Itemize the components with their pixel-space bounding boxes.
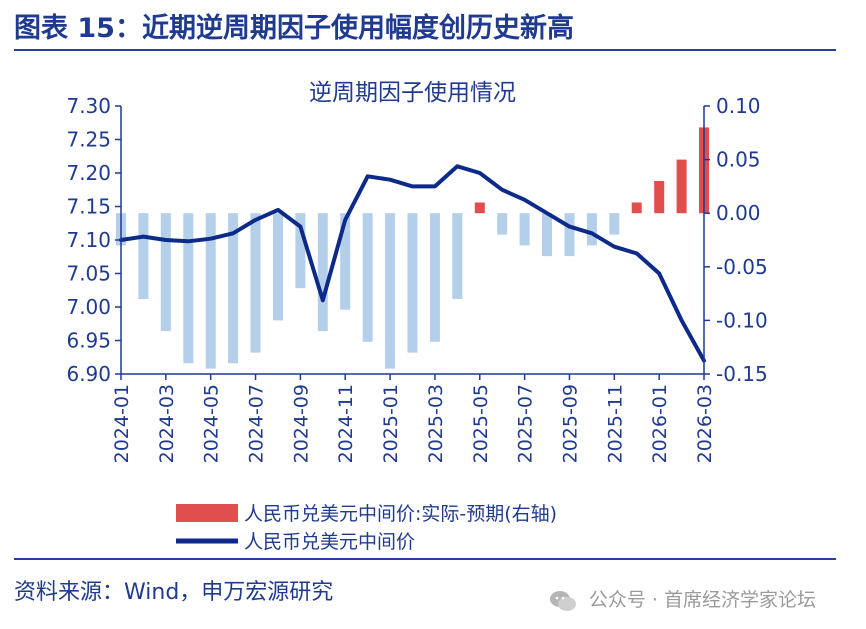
- tick-label-x: 2025-09: [559, 384, 581, 463]
- tick-label-x: 2025-05: [470, 384, 492, 463]
- bar-2025-07: [519, 213, 530, 246]
- tick-label-x: 2025-07: [515, 384, 537, 463]
- tick-label-left: 7.30: [66, 94, 111, 118]
- legend-label-line: 人民币兑美元中间价: [244, 531, 415, 553]
- tick-label-x: 2025-01: [380, 384, 402, 463]
- watermark: 公众号 · 首席经济学家论坛: [549, 585, 816, 612]
- bar-2024-10: [317, 213, 328, 332]
- bar-2025-01: [385, 213, 396, 369]
- bar-2025-05: [474, 202, 485, 214]
- bar-2024-07: [250, 213, 261, 353]
- tick-label-right: -0.15: [716, 362, 768, 386]
- tick-label-x: 2024-09: [290, 384, 312, 463]
- bar-2025-09: [564, 213, 575, 257]
- tick-label-left: 7.00: [66, 295, 111, 319]
- tick-label-x: 2025-03: [425, 384, 447, 463]
- chart: 逆周期因子使用情况 7.30 7.25 7.20 7.15 7.10 7.05 7.00 6.9…: [66, 80, 768, 553]
- tick-label-left: 7.25: [66, 128, 111, 152]
- source-note: 资料来源：Wind，申万宏源研究: [14, 580, 334, 605]
- bar-2025-08: [542, 213, 552, 257]
- bar-2025-10: [586, 213, 597, 246]
- tick-label-x: 2024-03: [156, 384, 178, 463]
- bar-2024-04: [183, 213, 194, 364]
- tick-label-right: 0.10: [716, 94, 761, 118]
- bar-2025-02: [407, 213, 418, 353]
- bar-2024-03: [160, 213, 171, 332]
- bar-2025-12: [631, 202, 642, 214]
- tick-label-right: 0.00: [716, 201, 761, 225]
- tick-label-left: 6.95: [66, 329, 111, 353]
- bar-2024-08: [273, 213, 283, 321]
- tick-label-x: 2026-01: [649, 384, 671, 463]
- bar-2025-03: [429, 213, 440, 342]
- tick-label-left: 7.15: [66, 195, 111, 219]
- footer-rule: [14, 558, 836, 560]
- bar-2026-02: [676, 159, 687, 214]
- tick-label-right: 0.05: [716, 148, 761, 172]
- bar-2026-01: [654, 181, 665, 214]
- tick-label-x: 2025-11: [604, 384, 626, 463]
- tick-label-left: 7.10: [66, 228, 111, 252]
- tick-label-right: -0.10: [716, 308, 768, 332]
- tick-label-x: 2024-11: [335, 384, 357, 463]
- tick-label-x: 2024-01: [111, 384, 133, 463]
- tick-label-x: 2024-05: [201, 384, 223, 463]
- bar-2025-11: [609, 213, 620, 235]
- title-underline: [14, 49, 836, 51]
- figure-title: 图表 15：近期逆周期因子使用幅度创历史新高: [14, 13, 574, 44]
- tick-label-x: 2024-07: [246, 384, 268, 463]
- bar-2024-12: [362, 213, 373, 342]
- bar-2025-06: [497, 213, 508, 235]
- legend-swatch-bar: [176, 504, 238, 522]
- tick-label-left: 6.90: [66, 362, 111, 386]
- wechat-icon: [549, 590, 576, 611]
- bar-2024-02: [138, 213, 149, 299]
- bar-2024-09: [295, 213, 306, 289]
- chart-title: 逆周期因子使用情况: [309, 80, 516, 106]
- tick-label-right: -0.05: [716, 255, 768, 279]
- tick-label-left: 7.20: [66, 161, 111, 185]
- bar-2025-04: [452, 213, 463, 299]
- bar-2024-11: [340, 213, 351, 310]
- tick-label-left: 7.05: [66, 262, 111, 286]
- bar-2024-05: [205, 213, 216, 369]
- watermark-text: 公众号 · 首席经济学家论坛: [588, 589, 816, 611]
- tick-label-x: 2026-03: [694, 384, 716, 463]
- legend-label-bar: 人民币兑美元中间价:实际-预期(右轴): [244, 503, 557, 525]
- bar-2024-06: [228, 213, 239, 364]
- line-series-midrate: [119, 164, 706, 363]
